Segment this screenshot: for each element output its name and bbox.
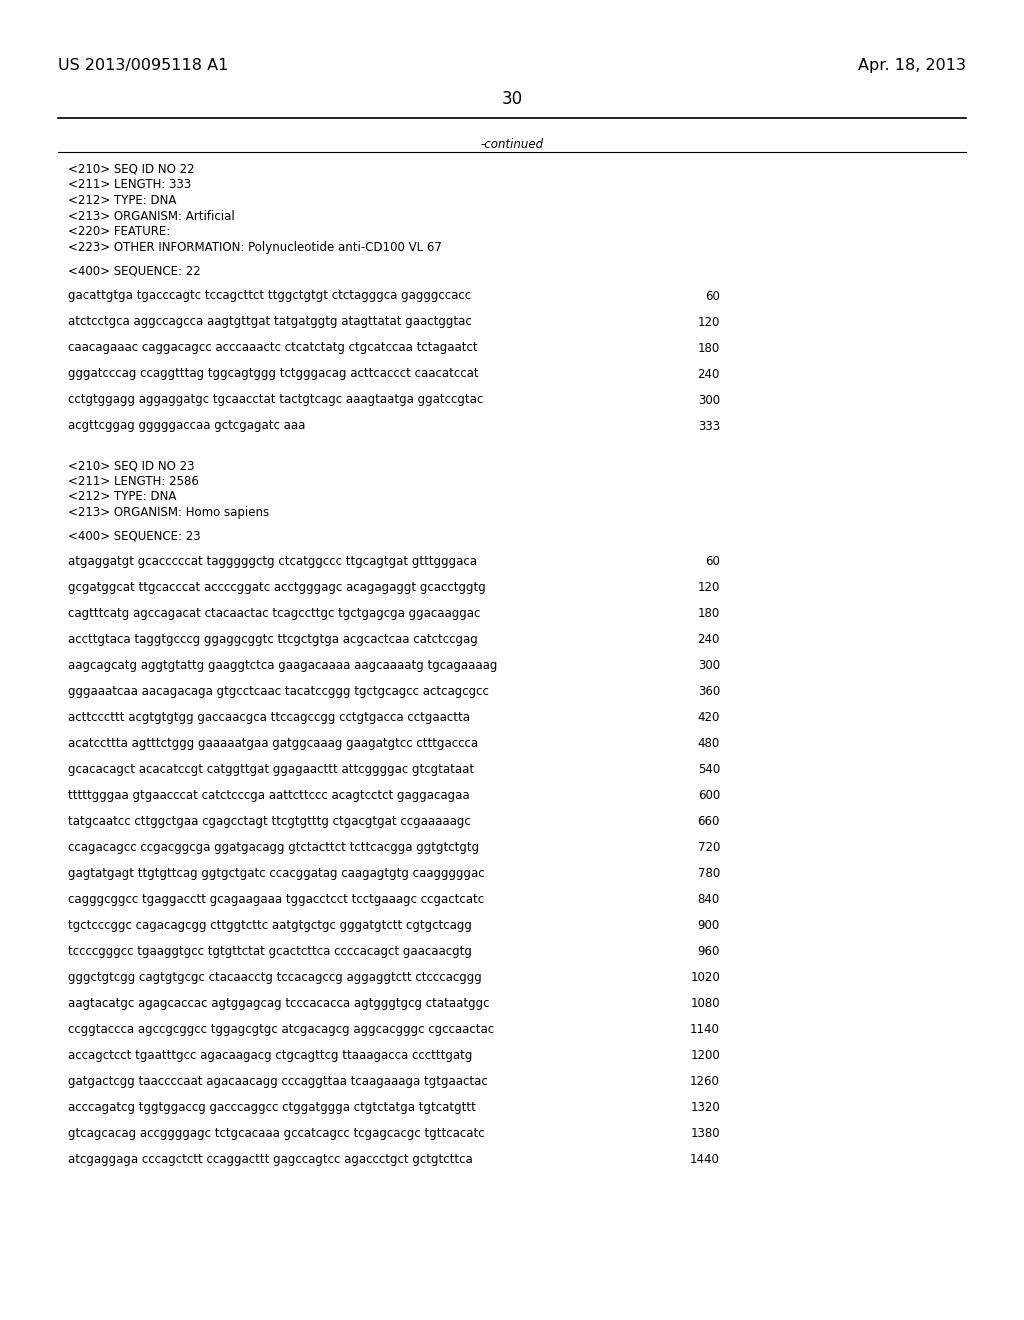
Text: atcgaggaga cccagctctt ccaggacttt gagccagtcc agaccctgct gctgtcttca: atcgaggaga cccagctctt ccaggacttt gagccag… [68, 1152, 473, 1166]
Text: 900: 900 [697, 919, 720, 932]
Text: 1380: 1380 [690, 1127, 720, 1140]
Text: gagtatgagt ttgtgttcag ggtgctgatc ccacggatag caagagtgtg caagggggac: gagtatgagt ttgtgttcag ggtgctgatc ccacgga… [68, 867, 484, 880]
Text: accttgtaca taggtgcccg ggaggcggtc ttcgctgtga acgcactcaa catctccgag: accttgtaca taggtgcccg ggaggcggtc ttcgctg… [68, 634, 478, 645]
Text: 240: 240 [697, 367, 720, 380]
Text: <213> ORGANISM: Artificial: <213> ORGANISM: Artificial [68, 210, 234, 223]
Text: 60: 60 [706, 554, 720, 568]
Text: 120: 120 [697, 315, 720, 329]
Text: aagtacatgc agagcaccac agtggagcag tcccacacca agtgggtgcg ctataatggc: aagtacatgc agagcaccac agtggagcag tcccaca… [68, 997, 489, 1010]
Text: gcgatggcat ttgcacccat accccggatc acctgggagc acagagaggt gcacctggtg: gcgatggcat ttgcacccat accccggatc acctggg… [68, 581, 485, 594]
Text: gggaaatcaa aacagacaga gtgcctcaac tacatccggg tgctgcagcc actcagcgcc: gggaaatcaa aacagacaga gtgcctcaac tacatcc… [68, 685, 488, 698]
Text: tatgcaatcc cttggctgaa cgagcctagt ttcgtgtttg ctgacgtgat ccgaaaaagc: tatgcaatcc cttggctgaa cgagcctagt ttcgtgt… [68, 814, 471, 828]
Text: 660: 660 [697, 814, 720, 828]
Text: 480: 480 [697, 737, 720, 750]
Text: US 2013/0095118 A1: US 2013/0095118 A1 [58, 58, 228, 73]
Text: accagctcct tgaatttgcc agacaagacg ctgcagttcg ttaaagacca ccctttgatg: accagctcct tgaatttgcc agacaagacg ctgcagt… [68, 1049, 472, 1063]
Text: 720: 720 [697, 841, 720, 854]
Text: 180: 180 [697, 607, 720, 620]
Text: 300: 300 [698, 659, 720, 672]
Text: 333: 333 [698, 420, 720, 433]
Text: ccggtaccca agccgcggcc tggagcgtgc atcgacagcg aggcacgggc cgccaactac: ccggtaccca agccgcggcc tggagcgtgc atcgaca… [68, 1023, 495, 1036]
Text: <212> TYPE: DNA: <212> TYPE: DNA [68, 491, 176, 503]
Text: <220> FEATURE:: <220> FEATURE: [68, 224, 170, 238]
Text: tgctcccggc cagacagcgg cttggtcttc aatgtgctgc gggatgtctt cgtgctcagg: tgctcccggc cagacagcgg cttggtcttc aatgtgc… [68, 919, 472, 932]
Text: 1080: 1080 [690, 997, 720, 1010]
Text: ccagacagcc ccgacggcga ggatgacagg gtctacttct tcttcacgga ggtgtctgtg: ccagacagcc ccgacggcga ggatgacagg gtctact… [68, 841, 479, 854]
Text: 360: 360 [697, 685, 720, 698]
Text: cagtttcatg agccagacat ctacaactac tcagccttgc tgctgagcga ggacaaggac: cagtttcatg agccagacat ctacaactac tcagcct… [68, 607, 480, 620]
Text: atctcctgca aggccagcca aagtgttgat tatgatggtg atagttatat gaactggtac: atctcctgca aggccagcca aagtgttgat tatgatg… [68, 315, 472, 329]
Text: 960: 960 [697, 945, 720, 958]
Text: acccagatcg tggtggaccg gacccaggcc ctggatggga ctgtctatga tgtcatgttt: acccagatcg tggtggaccg gacccaggcc ctggatg… [68, 1101, 476, 1114]
Text: 1140: 1140 [690, 1023, 720, 1036]
Text: 30: 30 [502, 90, 522, 108]
Text: 780: 780 [697, 867, 720, 880]
Text: Apr. 18, 2013: Apr. 18, 2013 [858, 58, 966, 73]
Text: <213> ORGANISM: Homo sapiens: <213> ORGANISM: Homo sapiens [68, 506, 269, 519]
Text: <211> LENGTH: 2586: <211> LENGTH: 2586 [68, 475, 199, 488]
Text: gacattgtga tgacccagtc tccagcttct ttggctgtgt ctctagggca gagggccacc: gacattgtga tgacccagtc tccagcttct ttggctg… [68, 289, 471, 302]
Text: caacagaaac caggacagcc acccaaactc ctcatctatg ctgcatccaa tctagaatct: caacagaaac caggacagcc acccaaactc ctcatct… [68, 342, 477, 355]
Text: <223> OTHER INFORMATION: Polynucleotide anti-CD100 VL 67: <223> OTHER INFORMATION: Polynucleotide … [68, 240, 442, 253]
Text: tccccgggcc tgaaggtgcc tgtgttctat gcactcttca ccccacagct gaacaacgtg: tccccgggcc tgaaggtgcc tgtgttctat gcactct… [68, 945, 472, 958]
Text: 180: 180 [697, 342, 720, 355]
Text: aagcagcatg aggtgtattg gaaggtctca gaagacaaaa aagcaaaatg tgcagaaaag: aagcagcatg aggtgtattg gaaggtctca gaagaca… [68, 659, 498, 672]
Text: 840: 840 [697, 894, 720, 906]
Text: acatccttta agtttctggg gaaaaatgaa gatggcaaag gaagatgtcc ctttgaccca: acatccttta agtttctggg gaaaaatgaa gatggca… [68, 737, 478, 750]
Text: acttcccttt acgtgtgtgg gaccaacgca ttccagccgg cctgtgacca cctgaactta: acttcccttt acgtgtgtgg gaccaacgca ttccagc… [68, 711, 470, 723]
Text: <400> SEQUENCE: 22: <400> SEQUENCE: 22 [68, 264, 201, 277]
Text: gcacacagct acacatccgt catggttgat ggagaacttt attcggggac gtcgtataat: gcacacagct acacatccgt catggttgat ggagaac… [68, 763, 474, 776]
Text: 240: 240 [697, 634, 720, 645]
Text: <210> SEQ ID NO 23: <210> SEQ ID NO 23 [68, 459, 195, 473]
Text: -continued: -continued [480, 139, 544, 150]
Text: 420: 420 [697, 711, 720, 723]
Text: 1020: 1020 [690, 972, 720, 983]
Text: 1320: 1320 [690, 1101, 720, 1114]
Text: gtcagcacag accggggagc tctgcacaaa gccatcagcc tcgagcacgc tgttcacatc: gtcagcacag accggggagc tctgcacaaa gccatca… [68, 1127, 484, 1140]
Text: <212> TYPE: DNA: <212> TYPE: DNA [68, 194, 176, 207]
Text: <210> SEQ ID NO 22: <210> SEQ ID NO 22 [68, 162, 195, 176]
Text: <211> LENGTH: 333: <211> LENGTH: 333 [68, 178, 191, 191]
Text: acgttcggag gggggaccaa gctcgagatc aaa: acgttcggag gggggaccaa gctcgagatc aaa [68, 420, 305, 433]
Text: 1200: 1200 [690, 1049, 720, 1063]
Text: gggctgtcgg cagtgtgcgc ctacaacctg tccacagccg aggaggtctt ctcccacggg: gggctgtcgg cagtgtgcgc ctacaacctg tccacag… [68, 972, 481, 983]
Text: cctgtggagg aggaggatgc tgcaacctat tactgtcagc aaagtaatga ggatccgtac: cctgtggagg aggaggatgc tgcaacctat tactgtc… [68, 393, 483, 407]
Text: gggatcccag ccaggtttag tggcagtggg tctgggacag acttcaccct caacatccat: gggatcccag ccaggtttag tggcagtggg tctggga… [68, 367, 478, 380]
Text: 1260: 1260 [690, 1074, 720, 1088]
Text: 60: 60 [706, 289, 720, 302]
Text: 600: 600 [697, 789, 720, 803]
Text: cagggcggcc tgaggacctt gcagaagaaa tggacctcct tcctgaaagc ccgactcatc: cagggcggcc tgaggacctt gcagaagaaa tggacct… [68, 894, 484, 906]
Text: <400> SEQUENCE: 23: <400> SEQUENCE: 23 [68, 529, 201, 543]
Text: 540: 540 [697, 763, 720, 776]
Text: atgaggatgt gcacccccat tagggggctg ctcatggccc ttgcagtgat gtttgggaca: atgaggatgt gcacccccat tagggggctg ctcatgg… [68, 554, 477, 568]
Text: 1440: 1440 [690, 1152, 720, 1166]
Text: 300: 300 [698, 393, 720, 407]
Text: 120: 120 [697, 581, 720, 594]
Text: tttttgggaa gtgaacccat catctcccga aattcttccc acagtcctct gaggacagaa: tttttgggaa gtgaacccat catctcccga aattctt… [68, 789, 470, 803]
Text: gatgactcgg taaccccaat agacaacagg cccaggttaa tcaagaaaga tgtgaactac: gatgactcgg taaccccaat agacaacagg cccaggt… [68, 1074, 487, 1088]
